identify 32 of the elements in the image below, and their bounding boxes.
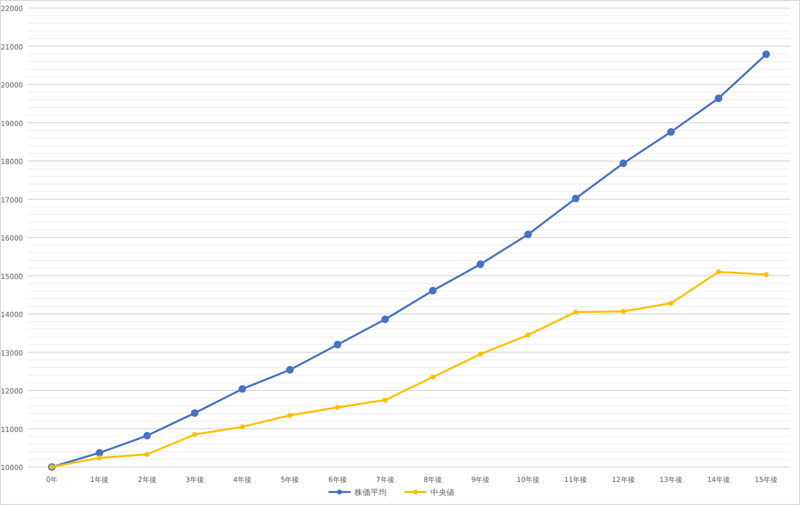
point <box>573 310 578 315</box>
point <box>334 340 342 348</box>
point <box>143 432 151 440</box>
point <box>382 398 388 403</box>
point <box>238 385 246 393</box>
point <box>620 159 628 168</box>
point <box>429 286 437 294</box>
point <box>524 230 532 238</box>
point <box>668 300 674 306</box>
point <box>190 409 198 417</box>
point <box>478 352 483 357</box>
point <box>381 316 389 324</box>
point <box>762 50 770 58</box>
legend-label: 中央値 <box>430 488 454 497</box>
point <box>667 128 675 136</box>
point <box>476 260 484 268</box>
point <box>96 455 102 460</box>
point <box>335 404 340 410</box>
point <box>764 272 769 278</box>
point <box>144 452 150 457</box>
legend-label: 株価平均 <box>354 488 386 497</box>
point <box>287 412 292 418</box>
point <box>430 374 436 380</box>
point <box>286 366 294 374</box>
point <box>526 332 531 338</box>
point <box>620 308 626 314</box>
point <box>572 194 580 202</box>
point <box>192 432 198 437</box>
point <box>716 269 722 274</box>
point <box>714 94 722 102</box>
point <box>240 424 245 430</box>
point <box>96 449 104 457</box>
